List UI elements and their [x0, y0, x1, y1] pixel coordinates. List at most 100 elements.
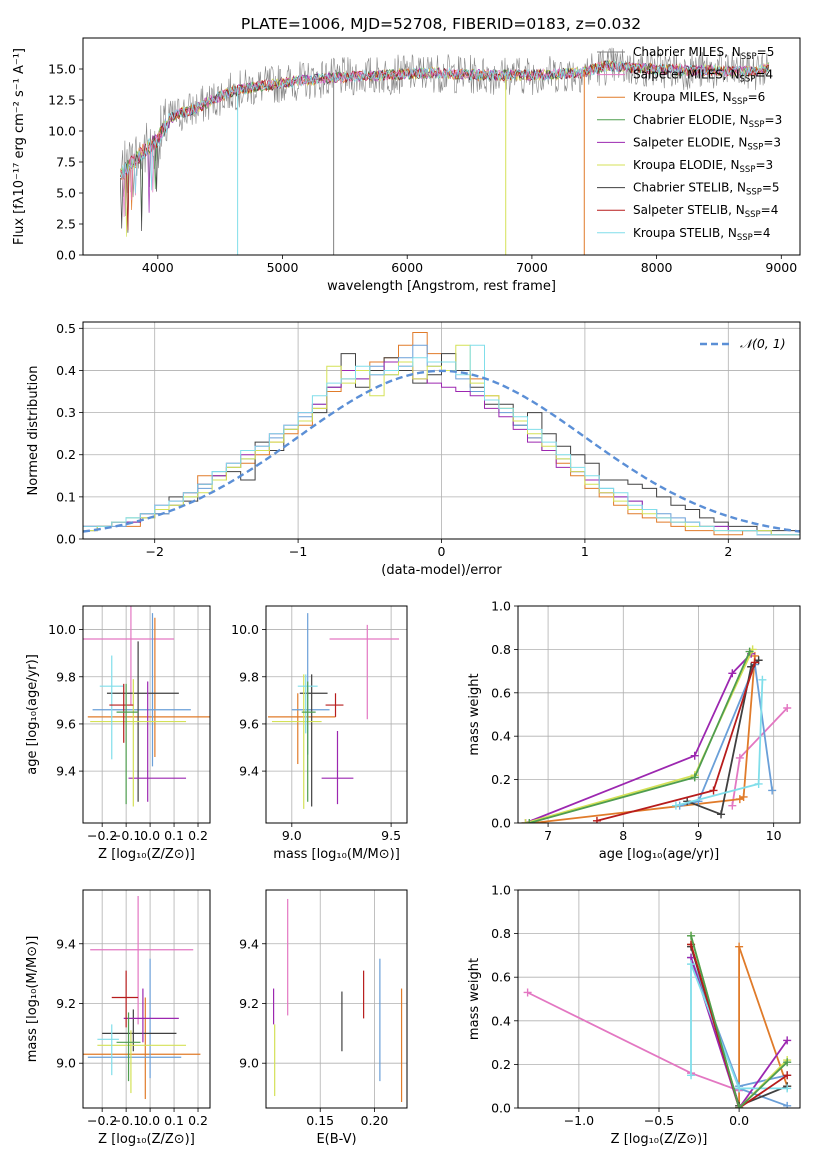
weight-marker — [735, 1104, 744, 1108]
x-tick-label: 7 — [544, 828, 552, 843]
y-axis-label: mass weight — [467, 958, 482, 1040]
y-tick-label: 12.5 — [48, 93, 76, 108]
y-tick-label: 9.6 — [56, 716, 76, 731]
x-tick-label: 5000 — [267, 260, 299, 275]
plot-area — [521, 645, 792, 823]
y-tick-label: 0.0 — [491, 1101, 511, 1116]
x-tick-label: −0.2 — [87, 828, 117, 843]
y-tick-label: 15.0 — [48, 62, 76, 77]
x-tick-label: 0.2 — [188, 828, 208, 843]
y-tick-label: 0.4 — [491, 729, 511, 744]
x-tick-label: 0.0 — [140, 828, 160, 843]
axes-frame — [82, 889, 211, 1109]
weight-vs-age-panel: 7 8 9 10 0.0 0.2 0.4 0.6 0.8 1.0 age [log₁₀(age/yr… — [467, 599, 801, 862]
weight-marker — [754, 779, 763, 788]
y-tick-label: 0.2 — [491, 1057, 511, 1072]
weight-marker — [739, 792, 748, 801]
weight-marker — [592, 816, 601, 823]
axes: −1.0 −0.5 0.0 0.0 0.2 0.4 0.6 0.8 1.0 Z [log₁₀(Z/… — [467, 883, 801, 1147]
residual-histogram-panel: −2 −1 0 1 2 0.0 0.1 0.2 0.3 0.4 0.5 (data-model)/er… — [26, 321, 801, 578]
plot-area — [523, 931, 792, 1108]
weight-marker — [717, 810, 726, 819]
plot-area — [267, 613, 400, 809]
mass-vs-metallicity-panel: −0.2−0.10.0 0.1 0.2 9.0 9.2 9.4 Z [log₁₀(Z/Z⊙)… — [25, 889, 211, 1147]
x-tick-label: −2 — [145, 544, 163, 559]
weight-marker — [783, 1036, 792, 1045]
y-tick-label: 1.0 — [491, 883, 511, 898]
weight-marker — [525, 819, 534, 823]
legend-label: Salpeter ELODIE, NSSP=3 — [633, 135, 781, 152]
axes: −2 −1 0 1 2 0.0 0.1 0.2 0.3 0.4 0.5 (data-model)/er… — [26, 321, 801, 578]
weight-marker — [709, 786, 718, 795]
y-tick-label: 0.2 — [491, 772, 511, 787]
weight-line — [679, 661, 774, 807]
x-tick-label: −0.5 — [644, 1113, 674, 1128]
axes-frame — [82, 37, 801, 256]
x-tick-label: 8 — [619, 828, 627, 843]
age-vs-metallicity-panel: −0.2−0.10.0 0.1 0.2 9.4 9.6 9.8 10.0 Z [log₁₀(Z… — [25, 605, 211, 862]
x-tick-label: 7000 — [516, 260, 548, 275]
y-axis-label: Normed distribution — [26, 366, 41, 496]
weight-marker — [690, 773, 699, 782]
x-tick-label: 0.1 — [164, 1113, 184, 1128]
axes-frame — [265, 605, 408, 824]
y-tick-label: 0.0 — [56, 532, 76, 547]
y-tick-label: 9.4 — [239, 936, 259, 951]
weight-marker — [671, 801, 680, 810]
spectrum-line — [120, 60, 769, 231]
legend-label: Chabrier MILES, NSSP=5 — [633, 45, 774, 62]
weight-marker — [523, 988, 532, 997]
weight-marker — [758, 675, 767, 684]
y-axis-label: Flux [fλ10⁻¹⁷ erg cm⁻² s⁻¹ A⁻¹] — [12, 48, 27, 245]
x-tick-label: −0.1 — [111, 1113, 141, 1128]
axes-frame — [265, 889, 408, 1109]
x-axis-label: (data-model)/error — [381, 563, 502, 578]
y-tick-label: 2.5 — [56, 217, 76, 232]
x-axis-label: age [log₁₀(age/yr)] — [599, 847, 720, 862]
x-axis-label: wavelength [Angstrom, rest frame] — [327, 279, 556, 294]
x-tick-label: 9.5 — [381, 828, 401, 843]
axes: 4000 5000 6000 7000 8000 9000 0.0 2.5 5.0 7.5 10.0… — [12, 37, 801, 294]
x-tick-label: 0.2 — [188, 1113, 208, 1128]
y-tick-label: 9.4 — [56, 764, 76, 779]
weight-marker — [735, 753, 744, 762]
axes: 7 8 9 10 0.0 0.2 0.4 0.6 0.8 1.0 age [log₁₀(age/yr… — [467, 599, 801, 862]
y-axis-label: mass [log₁₀(M/M⊙)] — [25, 936, 40, 1063]
y-tick-label: 9.6 — [239, 716, 259, 731]
spectrum-line — [120, 60, 769, 217]
y-tick-label: 9.2 — [56, 996, 76, 1011]
legend-label: Chabrier STELIB, NSSP=5 — [633, 181, 780, 198]
legend-label: Kroupa MILES, NSSP=6 — [633, 90, 765, 107]
x-axis-label: Z [log₁₀(Z/Z⊙)] — [98, 847, 195, 862]
histogram-step — [83, 332, 800, 536]
x-tick-label: 9.0 — [282, 828, 302, 843]
axes-frame — [82, 605, 211, 824]
spectrum-panel: 4000 5000 6000 7000 8000 9000 0.0 2.5 5.0 7.5 10.0… — [12, 37, 801, 294]
weight-marker — [768, 786, 777, 795]
weight-marker — [745, 647, 754, 656]
gaussian-reference-curve — [83, 369, 800, 533]
axes: −0.2−0.10.0 0.1 0.2 9.4 9.6 9.8 10.0 Z [log₁₀(Z… — [25, 605, 211, 862]
y-tick-label: 0.1 — [56, 489, 76, 504]
legend-label: Salpeter STELIB, NSSP=4 — [633, 203, 778, 220]
y-tick-label: 9.8 — [239, 669, 259, 684]
plot-area — [83, 332, 800, 536]
axes: 0.15 0.20 9.0 9.2 9.4 E(B-V) — [239, 889, 408, 1147]
y-tick-label: 9.8 — [56, 669, 76, 684]
figure-title: PLATE=1006, MJD=52708, FIBERID=0183, z=0… — [241, 15, 641, 33]
x-tick-label: 10 — [766, 828, 782, 843]
y-tick-label: 0.0 — [491, 816, 511, 831]
legend-label: 𝒩(0, 1) — [740, 336, 786, 351]
weight-marker — [521, 819, 530, 823]
x-tick-label: −1.0 — [564, 1113, 594, 1128]
y-tick-label: 9.0 — [239, 1056, 259, 1071]
y-tick-label: 0.6 — [491, 970, 511, 985]
mass-vs-ebv-panel: 0.15 0.20 9.0 9.2 9.4 E(B-V) — [239, 889, 408, 1147]
weight-line — [690, 944, 788, 1108]
y-tick-label: 9.4 — [239, 764, 259, 779]
weight-marker — [687, 1071, 696, 1080]
weight-line — [529, 651, 751, 823]
y-tick-label: 10.0 — [231, 622, 259, 637]
x-axis-label: Z [log₁₀(Z/Z⊙)] — [98, 1132, 195, 1147]
